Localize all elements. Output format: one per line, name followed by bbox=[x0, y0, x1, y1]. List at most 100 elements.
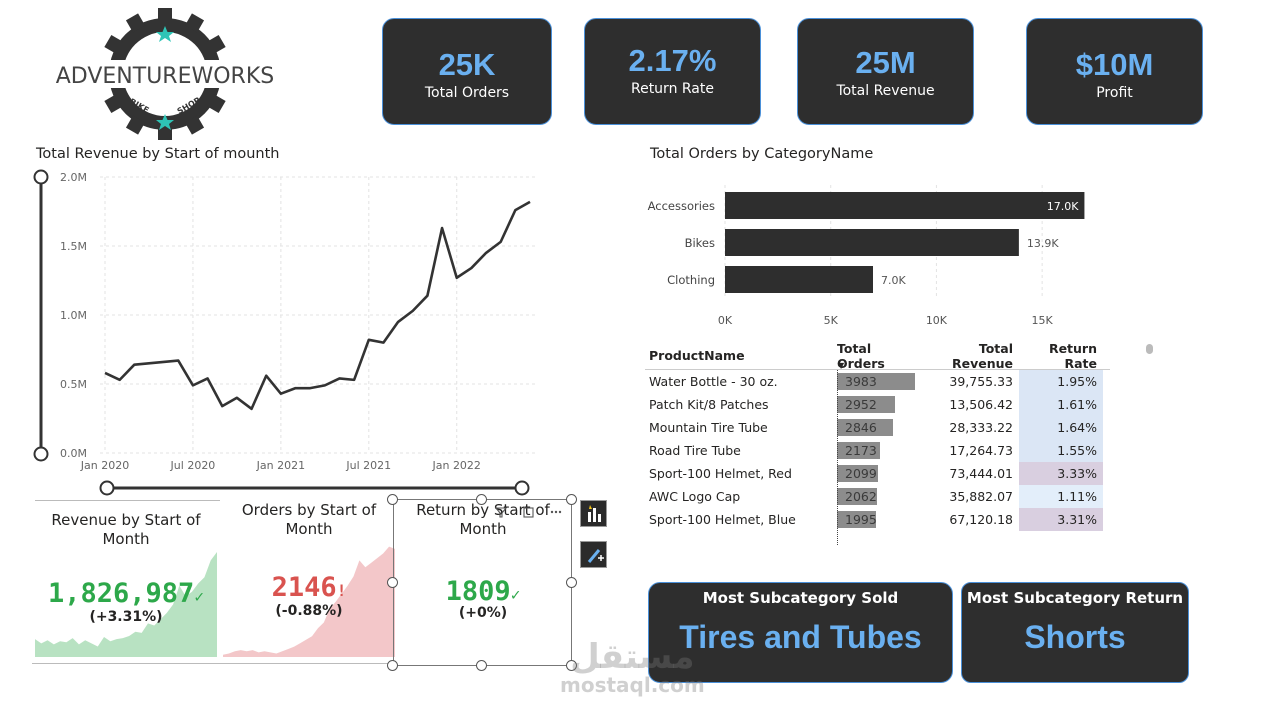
resize-handle[interactable] bbox=[387, 660, 398, 671]
bar-clothing bbox=[725, 266, 873, 293]
table-row[interactable]: Road Tire Tube 2173 17,264.73 1.55% bbox=[645, 439, 1110, 462]
y-slider-handle[interactable] bbox=[33, 446, 49, 462]
revenue-area-sparkline bbox=[35, 552, 217, 657]
visual-header-icons[interactable] bbox=[494, 505, 564, 519]
format-button[interactable] bbox=[580, 541, 607, 568]
y-slider-handle[interactable] bbox=[33, 169, 49, 185]
table-row[interactable]: Sport-100 Helmet, Red 2099 73,444.01 3.33% bbox=[645, 462, 1110, 485]
kpi-total-revenue: 25M Total Revenue bbox=[797, 18, 974, 125]
table-row[interactable]: Mountain Tire Tube 2846 28,333.22 1.64% bbox=[645, 416, 1110, 439]
cell-return-rate: 3.33% bbox=[1019, 462, 1103, 485]
resize-handle[interactable] bbox=[476, 494, 487, 505]
product-table[interactable]: ProductName Total Orders ▼ Total Revenue … bbox=[645, 342, 1110, 545]
x-slider-handle[interactable] bbox=[514, 480, 530, 496]
sm-value: 1809✓ bbox=[395, 576, 571, 607]
cell-return-rate: 1.95% bbox=[1019, 370, 1103, 393]
svg-text:ADVENTUREWORKS: ADVENTUREWORKS bbox=[56, 64, 275, 89]
cell-orders: 1995 bbox=[837, 508, 919, 531]
table-row[interactable]: Sport-100 Helmet, Blue 1995 67,120.18 3.31% bbox=[645, 508, 1110, 531]
small-multiples: Revenue by Start of Month 1,826,987✓ (+3… bbox=[30, 500, 575, 665]
bar-bikes bbox=[725, 229, 1019, 256]
sm-revenue: Revenue by Start of Month 1,826,987✓ (+3… bbox=[35, 500, 217, 665]
orders-area bbox=[223, 546, 395, 657]
orders-bar-chart: 0K 5K 10K 15K Accessories 17.0K Bikes 13.9K Clot… bbox=[648, 185, 1085, 327]
cell-product: Mountain Tire Tube bbox=[649, 420, 768, 435]
x-tick-label: Jan 2022 bbox=[431, 459, 480, 472]
sm-returns[interactable]: Return by Start of Month 1809✓ (+0%) bbox=[395, 500, 571, 665]
scroll-indicator[interactable] bbox=[1146, 344, 1153, 354]
col-header-revenue[interactable]: Total Revenue bbox=[951, 342, 1013, 371]
resize-handle[interactable] bbox=[566, 660, 577, 671]
revenue-series-line bbox=[104, 200, 531, 411]
x-slider-handle[interactable] bbox=[99, 480, 115, 496]
kpi-label: Return Rate bbox=[630, 81, 714, 97]
cell-revenue: 73,444.01 bbox=[949, 466, 1013, 481]
kpi-profit: $10M Profit bbox=[1026, 18, 1203, 125]
orders-databar bbox=[837, 419, 893, 436]
x-tick-label: Jul 2021 bbox=[345, 459, 391, 472]
sm-divider bbox=[35, 500, 220, 501]
check-icon: ✓ bbox=[194, 587, 204, 606]
table-row[interactable]: AWC Logo Cap 2062 35,882.07 1.11% bbox=[645, 485, 1110, 508]
cell-product: Sport-100 Helmet, Red bbox=[649, 466, 792, 481]
bar-accessories bbox=[725, 192, 1085, 219]
cell-revenue: 17,264.73 bbox=[949, 443, 1013, 458]
gear-logo-icon: ADVENTUREWORKS BIKE SHOP bbox=[50, 8, 280, 140]
x-tick-label: 10K bbox=[926, 314, 948, 327]
resize-handle[interactable] bbox=[566, 494, 577, 505]
col-header-product[interactable]: ProductName bbox=[649, 348, 745, 363]
sort-descending-icon[interactable]: ▼ bbox=[838, 361, 845, 370]
revenue-line-chart: 0.0M 0.5M 1.0M 1.5M 2.0M Jan 2020 Jul 2020 Jan … bbox=[33, 169, 535, 496]
kpi-value: 25K bbox=[438, 47, 496, 82]
col-header-orders[interactable]: Total Orders ▼ bbox=[837, 342, 919, 371]
sm-title: Orders by Start of Month bbox=[241, 501, 377, 538]
orders-value: 2952 bbox=[845, 397, 877, 412]
cell-revenue: 13,506.42 bbox=[949, 397, 1013, 412]
focus-mode-icon bbox=[523, 507, 534, 518]
resize-handle[interactable] bbox=[476, 660, 487, 671]
resize-handle[interactable] bbox=[387, 494, 398, 505]
table-row[interactable]: Patch Kit/8 Patches 2952 13,506.42 1.61% bbox=[645, 393, 1110, 416]
visual-selection-frame[interactable] bbox=[393, 499, 572, 666]
cell-orders: 2952 bbox=[837, 393, 919, 416]
watermark: مستقل mostaql.com bbox=[560, 640, 705, 696]
cell-product: Road Tire Tube bbox=[649, 443, 741, 458]
cell-return-rate: 3.31% bbox=[1019, 508, 1103, 531]
x-tick-label: 0K bbox=[718, 314, 733, 327]
kpi-label: Total Revenue bbox=[836, 83, 935, 99]
table-row[interactable]: Water Bottle - 30 oz. 3983 39,755.33 1.95% bbox=[645, 370, 1110, 393]
cell-revenue: 67,120.18 bbox=[949, 512, 1013, 527]
sm-value-text: 1809 bbox=[445, 576, 511, 607]
sm-baseline bbox=[32, 663, 396, 664]
orders-databar bbox=[837, 511, 877, 528]
revenue-area bbox=[35, 552, 217, 657]
check-icon: ✓ bbox=[510, 585, 521, 604]
sm-value: 1,826,987✓ bbox=[35, 578, 217, 609]
y-tick-label: 0.5M bbox=[60, 378, 87, 391]
col-header-orders-label: Total Orders bbox=[837, 342, 885, 371]
card-value: Shorts bbox=[1024, 619, 1126, 655]
orders-databar bbox=[837, 442, 880, 459]
sm-orders: Orders by Start of Month 2146! (-0.88%) bbox=[223, 500, 395, 665]
insights-button[interactable] bbox=[580, 500, 607, 527]
y-tick-label: 1.0M bbox=[60, 309, 87, 322]
sm-title: Revenue by Start of Month bbox=[51, 511, 201, 548]
resize-handle[interactable] bbox=[387, 577, 398, 588]
adventureworks-logo: ADVENTUREWORKS BIKE SHOP bbox=[50, 8, 280, 140]
sm-change: (-0.88%) bbox=[275, 603, 343, 619]
most-return-card: Most Subcategory Return Shorts bbox=[961, 582, 1189, 683]
resize-handle[interactable] bbox=[566, 577, 577, 588]
cell-product: Sport-100 Helmet, Blue bbox=[649, 512, 796, 527]
cell-return-rate: 1.64% bbox=[1019, 416, 1103, 439]
orders-databar bbox=[837, 396, 895, 413]
card-title: Most Subcategory Sold bbox=[702, 589, 899, 607]
card-title: Most Subcategory Return bbox=[966, 589, 1184, 607]
y-tick-label: 0.0M bbox=[60, 447, 87, 460]
cell-product: Water Bottle - 30 oz. bbox=[649, 374, 778, 389]
kpi-total-orders: 25K Total Orders bbox=[382, 18, 552, 125]
cell-orders: 2099 bbox=[837, 462, 919, 485]
col-header-return-rate[interactable]: Return Rate bbox=[1048, 342, 1097, 371]
cell-orders: 2846 bbox=[837, 416, 919, 439]
filter-icon bbox=[494, 507, 508, 518]
x-tick-label: 15K bbox=[1032, 314, 1054, 327]
